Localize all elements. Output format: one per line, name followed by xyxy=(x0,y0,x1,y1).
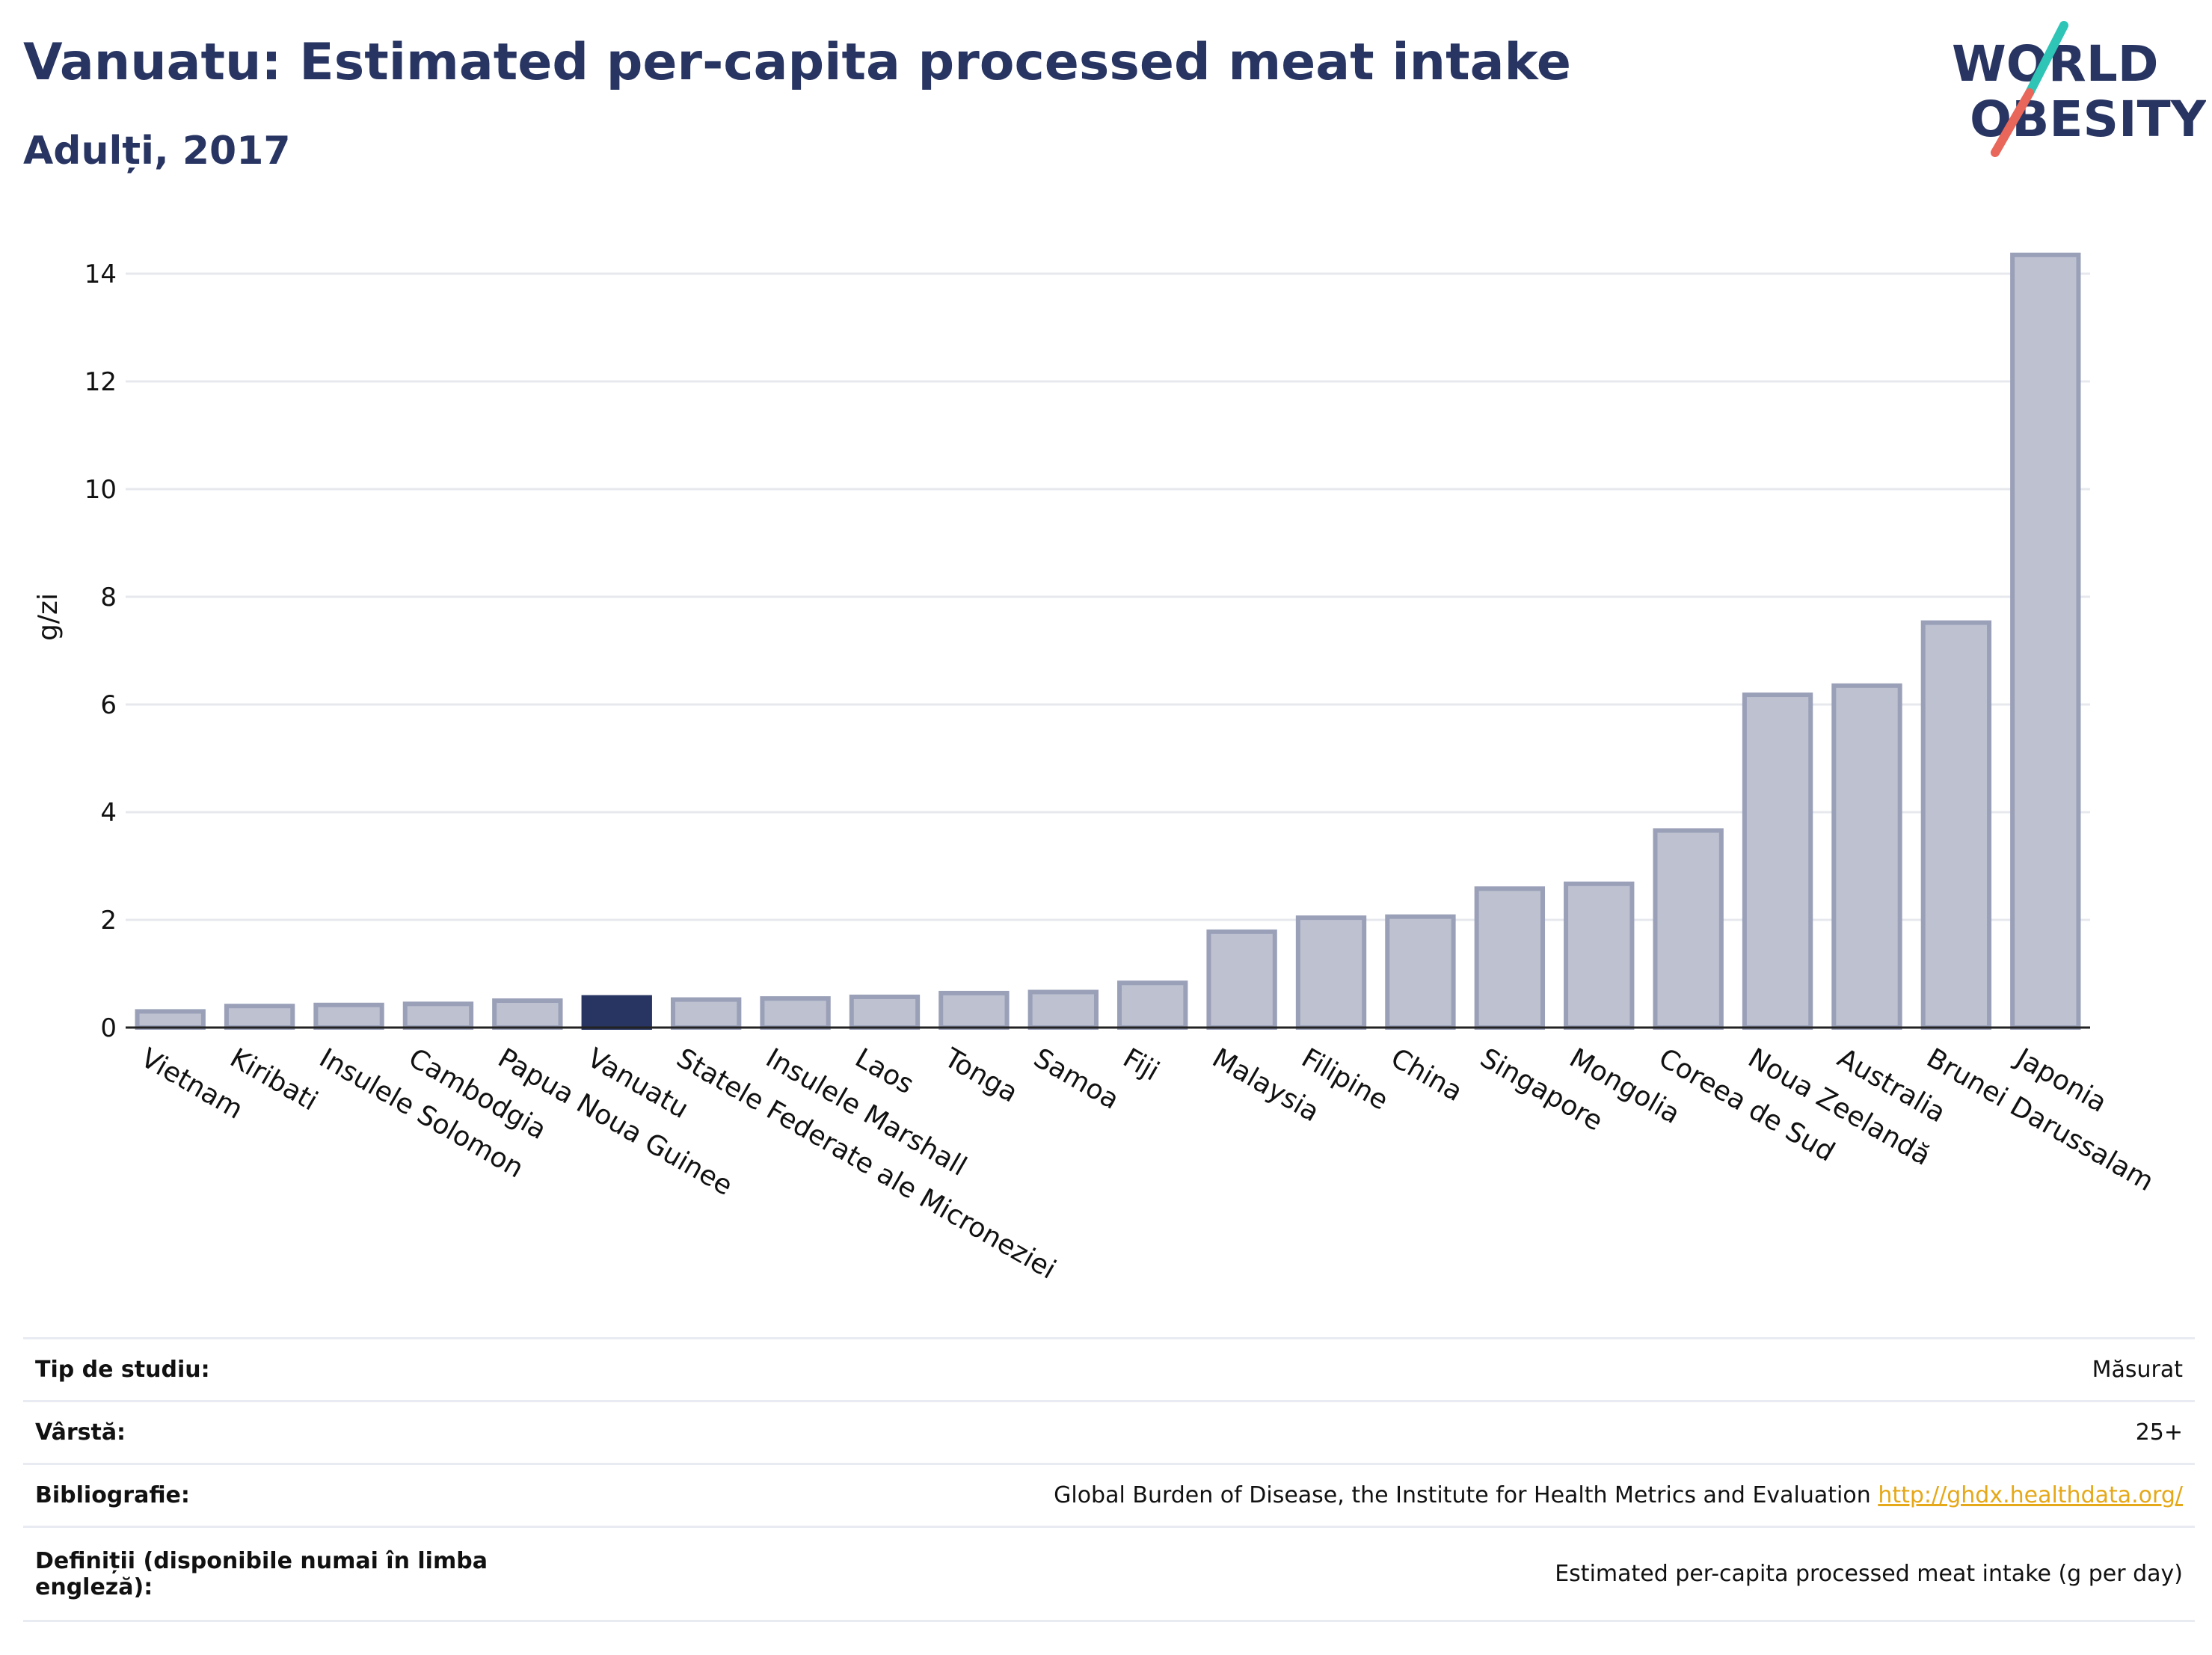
bar-samoa[interactable] xyxy=(1027,989,1099,1030)
info-key: Definiții (disponibile numai în limba en… xyxy=(35,1547,488,1600)
y-tick-label: 6 xyxy=(100,690,117,720)
info-row: Vârstă: 25+ xyxy=(23,1401,2195,1464)
bar-papua-noua-guinee[interactable] xyxy=(492,998,563,1030)
y-axis-ticks: 0 2 4 6 8 10 12 14 xyxy=(85,260,117,1043)
info-row: Definiții (disponibile numai în limba en… xyxy=(23,1526,2195,1621)
y-tick-label: 2 xyxy=(100,906,117,936)
info-value-text: Măsurat xyxy=(2092,1357,2183,1383)
chart-subtitle: Adulți, 2017 xyxy=(23,129,291,174)
info-value: Estimated per-capita processed meat inta… xyxy=(511,1527,2195,1621)
bar-noua-zeeland-[interactable] xyxy=(1742,693,1813,1030)
y-tick-label: 8 xyxy=(100,583,117,612)
bar-laos[interactable] xyxy=(849,994,921,1030)
bar-tonga[interactable] xyxy=(938,990,1010,1031)
y-tick-label: 12 xyxy=(85,367,117,397)
info-key: Vârstă: xyxy=(35,1419,126,1446)
bar-kiribati[interactable] xyxy=(224,1004,295,1030)
bar-coreea-de-sud[interactable] xyxy=(1653,828,1724,1030)
bar-filipine[interactable] xyxy=(1295,915,1367,1030)
bibliography-link[interactable]: http://ghdx.healthdata.org/ xyxy=(1878,1482,2183,1508)
x-tick-label: Tonga xyxy=(938,1043,1023,1109)
bar-malaysia[interactable] xyxy=(1206,929,1277,1030)
bar-china[interactable] xyxy=(1385,914,1456,1031)
bar-fiji[interactable] xyxy=(1117,980,1188,1030)
info-value: 25+ xyxy=(511,1401,2195,1464)
x-tick-label: Vietnam xyxy=(135,1043,248,1126)
bar-vietnam[interactable] xyxy=(135,1009,206,1031)
x-tick-label: Samoa xyxy=(1028,1043,1124,1116)
y-tick-label: 14 xyxy=(85,260,117,289)
y-tick-label: 10 xyxy=(85,475,117,505)
y-tick-label: 4 xyxy=(100,798,117,828)
info-key: Tip de studiu: xyxy=(35,1357,210,1383)
info-value: Global Burden of Disease, the Institute … xyxy=(511,1464,2195,1527)
bar-statele-federate-ale-microneziei[interactable] xyxy=(670,997,742,1031)
logo-slash-coral-icon xyxy=(1991,88,2034,157)
info-table: Tip de studiu: Măsurat Vârstă: 25+ Bibliogra… xyxy=(23,1337,2195,1622)
bars xyxy=(135,252,2081,1031)
chart-title: Vanuatu: Estimated per-capita processed … xyxy=(23,33,1571,92)
bar-japonia[interactable] xyxy=(2010,252,2081,1030)
world-obesity-logo: WORLD OBESITY xyxy=(1952,21,2206,157)
info-row: Bibliografie: Global Burden of Disease, t… xyxy=(23,1464,2195,1527)
bar-mongolia[interactable] xyxy=(1564,881,1635,1031)
info-value: Măsurat xyxy=(511,1339,2195,1401)
bar-australia[interactable] xyxy=(1831,683,1902,1030)
bar-singapore[interactable] xyxy=(1474,886,1546,1030)
info-key: Bibliografie: xyxy=(35,1482,190,1508)
y-axis-label: g/zi xyxy=(33,593,64,641)
info-value-text: 25+ xyxy=(2135,1419,2183,1446)
bar-vanuatu[interactable] xyxy=(581,995,652,1031)
bar-brunei-darussalam[interactable] xyxy=(1920,620,1992,1030)
info-value-text: Global Burden of Disease, the Institute … xyxy=(1054,1482,1871,1508)
info-row: Tip de studiu: Măsurat xyxy=(23,1338,2195,1401)
logo-slash-teal-icon xyxy=(2025,21,2068,97)
bar-insulele-marshall[interactable] xyxy=(760,996,831,1030)
x-tick-label: China xyxy=(1386,1043,1468,1108)
info-value-text: Estimated per-capita processed meat inta… xyxy=(1555,1561,2183,1587)
y-tick-label: 0 xyxy=(100,1013,117,1043)
x-tick-label: Fiji xyxy=(1118,1043,1164,1087)
bar-cambodgia[interactable] xyxy=(402,1001,474,1030)
bar-insulele-solomon[interactable] xyxy=(313,1002,384,1031)
